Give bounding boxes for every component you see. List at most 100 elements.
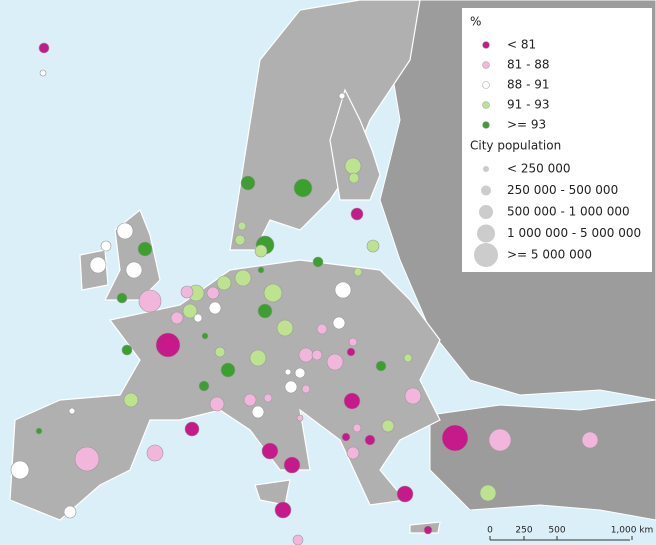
city-marker — [316, 323, 328, 335]
legend-label: 88 - 91 — [507, 78, 550, 92]
city-marker — [220, 362, 236, 378]
city-marker — [364, 434, 376, 446]
legend-swatch — [482, 101, 490, 109]
city-marker — [338, 92, 346, 100]
city-marker — [137, 241, 153, 257]
city-marker — [116, 222, 134, 240]
legend-size — [483, 166, 489, 172]
city-marker — [170, 311, 184, 325]
city-marker — [263, 283, 283, 303]
city-marker — [216, 275, 232, 291]
city-marker — [396, 485, 414, 503]
legend-size-label: < 250 000 — [507, 162, 571, 176]
city-marker — [240, 175, 256, 191]
legend-label: >= 93 — [507, 118, 546, 132]
legend-size — [474, 243, 498, 267]
city-marker — [311, 349, 323, 361]
city-marker — [10, 460, 30, 480]
legend-label: < 81 — [507, 38, 536, 52]
city-marker — [301, 384, 311, 394]
city-marker — [276, 319, 294, 337]
city-marker — [68, 407, 76, 415]
city-marker — [479, 484, 497, 502]
city-marker — [125, 261, 143, 279]
city-marker — [332, 316, 346, 330]
city-marker — [261, 442, 279, 460]
legend-swatch — [482, 81, 490, 89]
legend: % City population < 81 81 - 88 88 - 91 91 -… — [462, 8, 652, 272]
city-marker — [294, 367, 306, 379]
city-marker — [208, 301, 222, 315]
city-marker — [234, 234, 246, 246]
legend-label: 91 - 93 — [507, 98, 550, 112]
city-marker — [353, 267, 363, 277]
scale-label: 250 — [515, 526, 532, 536]
city-marker — [350, 207, 364, 221]
city-marker — [254, 244, 268, 258]
city-marker — [346, 446, 360, 460]
city-marker — [138, 289, 162, 313]
city-marker — [326, 353, 344, 371]
city-marker — [488, 428, 512, 452]
city-marker — [89, 256, 107, 274]
city-marker — [284, 368, 292, 376]
city-marker — [334, 281, 352, 299]
city-marker — [155, 332, 181, 358]
city-marker — [100, 240, 112, 252]
city-marker — [39, 69, 47, 77]
city-marker — [366, 239, 380, 253]
city-marker — [581, 431, 599, 449]
legend-box — [462, 8, 652, 272]
city-marker — [263, 393, 273, 403]
legend-size — [481, 185, 491, 196]
legend-items: < 81 81 - 88 88 - 91 91 - 93 >= 93 < 250 000 2… — [474, 38, 641, 267]
city-marker — [35, 427, 43, 435]
scale-label: 0 — [487, 526, 493, 536]
city-marker — [74, 446, 100, 472]
city-marker — [193, 313, 203, 323]
city-marker — [63, 505, 77, 519]
city-marker — [243, 393, 257, 407]
city-marker — [381, 419, 395, 433]
legend-size-label: 250 000 - 500 000 — [507, 183, 618, 197]
legend-size — [479, 205, 493, 219]
city-marker — [298, 347, 314, 363]
city-marker — [441, 424, 469, 452]
city-marker — [296, 414, 304, 422]
legend-label: 81 - 88 — [507, 58, 550, 72]
legend-size-label: >= 5 000 000 — [507, 248, 592, 262]
city-markers — [10, 42, 599, 545]
scale-label: 500 — [548, 526, 565, 536]
city-marker — [284, 380, 298, 394]
legend-swatch — [482, 121, 490, 129]
legend-size — [477, 224, 495, 243]
city-marker — [274, 501, 292, 519]
city-marker — [257, 303, 273, 319]
legend-size-title: City population — [470, 139, 561, 153]
scale-label: 1,000 km — [611, 526, 654, 536]
city-marker — [116, 292, 128, 304]
city-marker — [312, 256, 324, 268]
city-marker — [257, 266, 265, 274]
legend-swatch — [482, 41, 490, 49]
city-marker — [182, 303, 198, 319]
city-marker — [237, 221, 247, 231]
city-marker — [184, 421, 200, 437]
legend-title: % — [470, 15, 481, 29]
legend-swatch — [482, 61, 490, 69]
city-marker — [214, 346, 226, 358]
city-marker — [348, 172, 360, 184]
city-marker — [375, 360, 387, 372]
city-marker — [234, 269, 252, 287]
city-marker — [146, 444, 164, 462]
city-marker — [201, 332, 209, 340]
city-marker — [292, 534, 304, 545]
city-marker — [403, 353, 413, 363]
city-marker — [251, 405, 265, 419]
city-marker — [344, 157, 362, 175]
city-marker — [346, 347, 356, 357]
city-marker — [348, 337, 358, 347]
legend-size-label: 500 000 - 1 000 000 — [507, 205, 630, 219]
city-marker — [352, 423, 362, 433]
